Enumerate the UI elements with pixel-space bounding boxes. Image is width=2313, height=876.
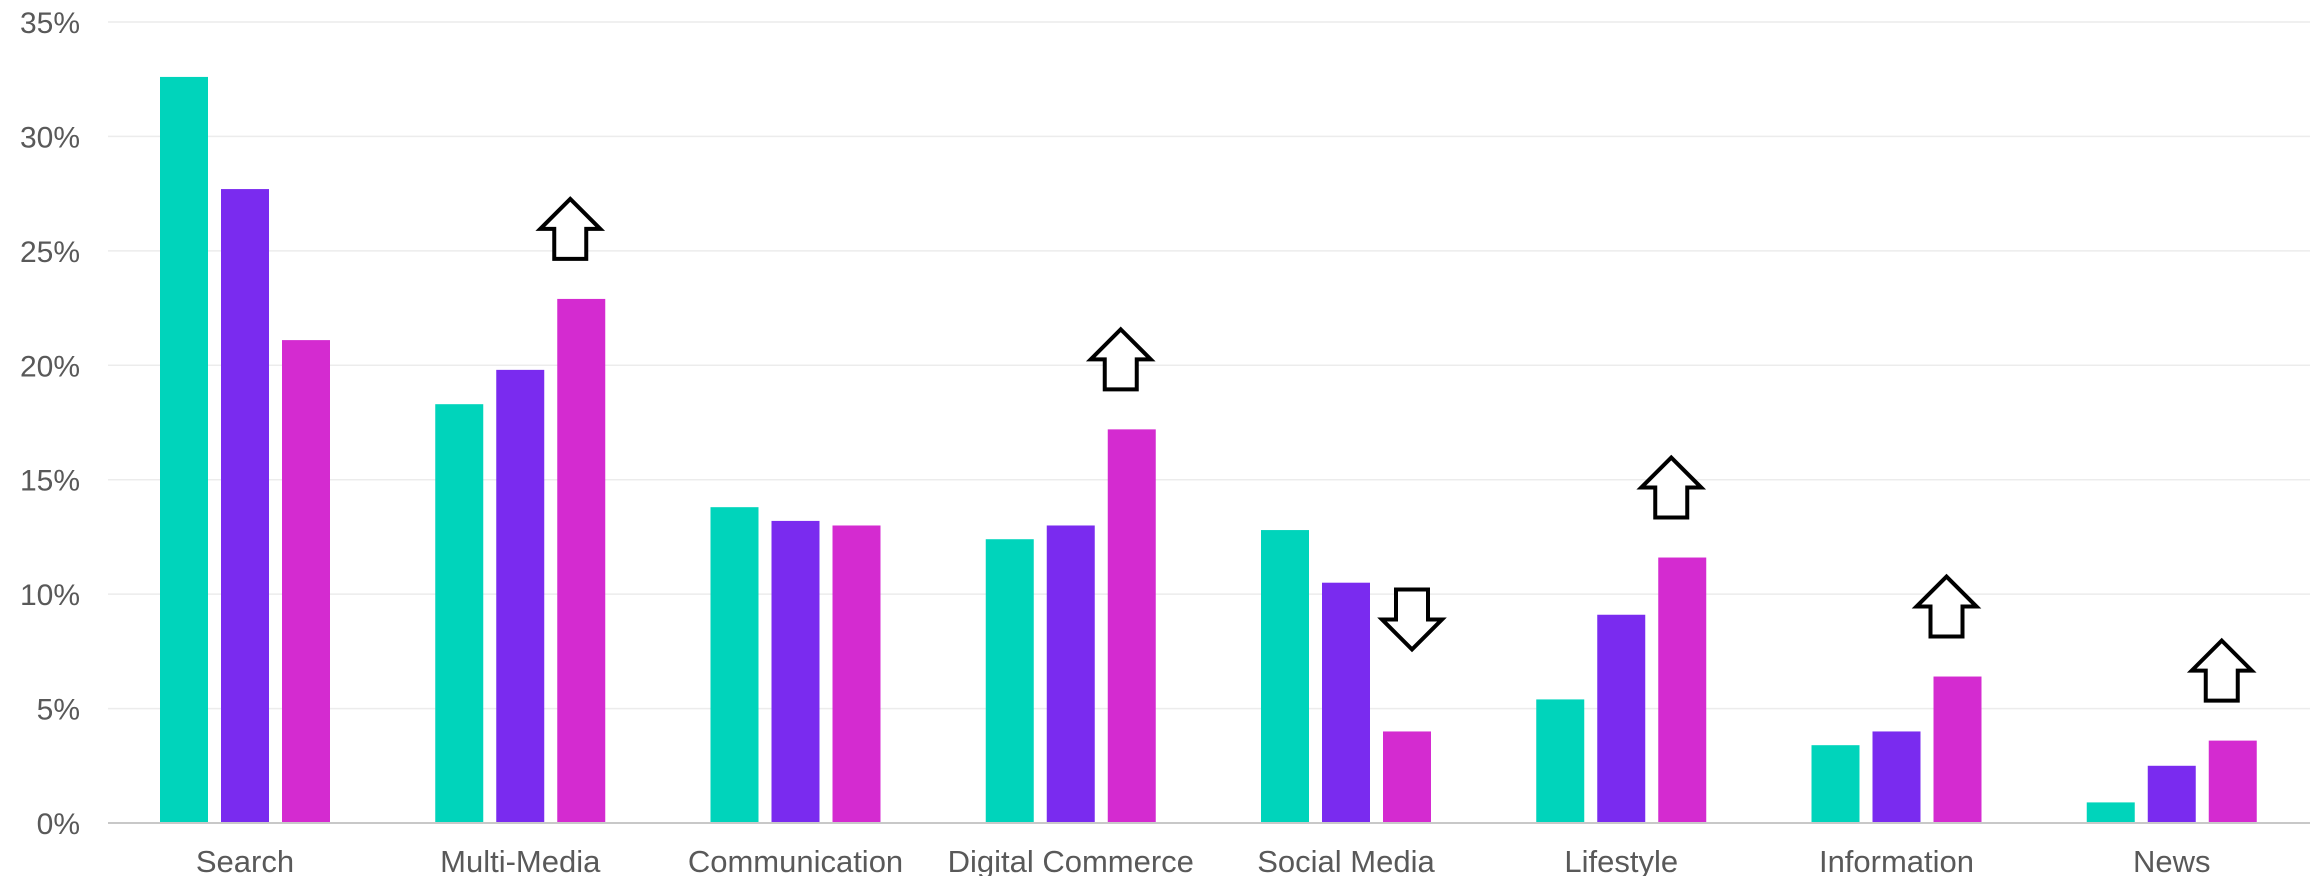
- bar: [1597, 614, 1646, 823]
- bar: [557, 298, 606, 824]
- x-tick-label: Search: [196, 844, 294, 876]
- x-axis-ticks: Search Multi-Media Communication Digital Co…: [196, 844, 2211, 876]
- x-tick-label: Multi-Media: [440, 844, 601, 876]
- x-tick-label: Digital Commerce: [948, 844, 1194, 876]
- y-tick-label: 15%: [20, 465, 80, 498]
- bar: [1383, 731, 1431, 823]
- y-tick-label: 25%: [20, 236, 80, 269]
- bar: [160, 76, 208, 823]
- trend-up-arrow-icon: [1636, 454, 1707, 520]
- y-tick-label: 20%: [20, 350, 80, 383]
- trend-up-arrow-icon: [2186, 637, 2257, 703]
- bar: [1811, 745, 1860, 823]
- bar: [2086, 802, 2135, 823]
- bar: [1872, 731, 1921, 823]
- y-tick-label: 30%: [20, 121, 80, 154]
- x-tick-label: Communication: [688, 844, 903, 876]
- bar: [221, 189, 269, 823]
- bar: [1261, 530, 1309, 823]
- y-tick-label: 35%: [20, 7, 80, 40]
- bar: [282, 340, 330, 823]
- bar: [435, 404, 484, 823]
- y-tick-label: 10%: [20, 579, 80, 612]
- trend-arrows: [535, 196, 2257, 703]
- bar: [1107, 429, 1156, 823]
- bar: [771, 520, 820, 823]
- x-tick-label: Lifestyle: [1564, 844, 1678, 876]
- trend-up-arrow-icon: [1911, 573, 1982, 639]
- bar: [1536, 699, 1585, 823]
- bar: [2147, 765, 2196, 823]
- bar: [1046, 525, 1095, 823]
- trend-up-arrow-icon: [1085, 326, 1156, 392]
- bar: [1658, 557, 1707, 823]
- y-axis-ticks: 0% 5% 10% 15% 20% 25% 30% 35%: [20, 7, 80, 841]
- bars: [160, 76, 2257, 824]
- bar: [832, 525, 881, 823]
- x-tick-label: Social Media: [1257, 844, 1435, 876]
- bar: [710, 507, 759, 823]
- trend-down-arrow-icon: [1377, 587, 1447, 653]
- bar: [2208, 740, 2257, 823]
- y-tick-label: 5%: [37, 694, 80, 727]
- x-tick-label: News: [2133, 844, 2211, 876]
- y-tick-label: 0%: [37, 808, 80, 841]
- bar: [1322, 582, 1370, 823]
- bar: [985, 539, 1034, 823]
- x-tick-label: Information: [1819, 844, 1974, 876]
- bar: [496, 369, 545, 823]
- trend-up-arrow-icon: [535, 196, 606, 261]
- bar: [1933, 676, 1982, 823]
